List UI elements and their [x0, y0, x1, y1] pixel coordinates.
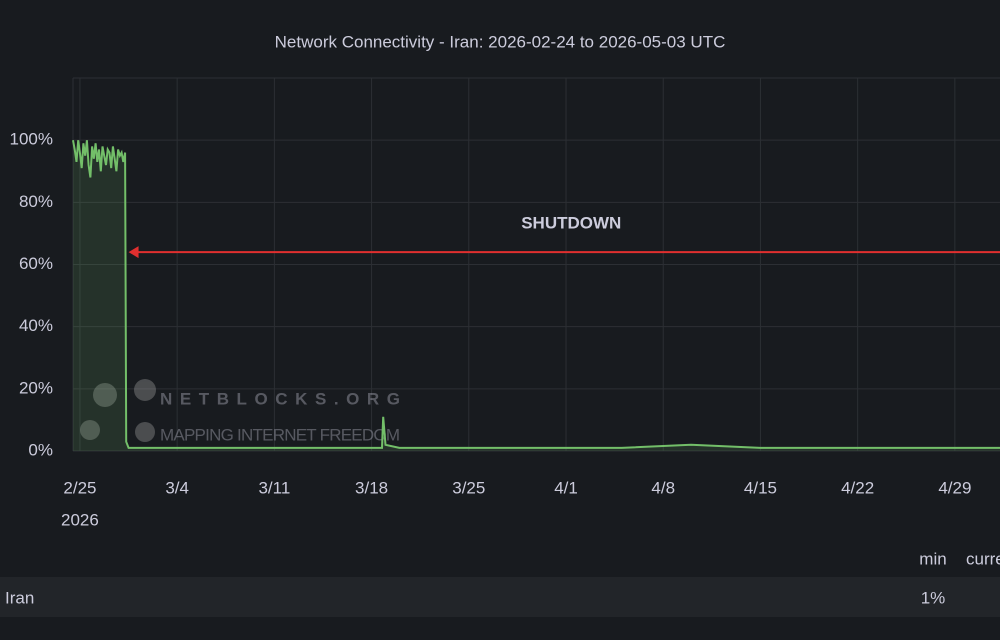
- legend-header: min: [919, 549, 946, 568]
- legend-row: [0, 577, 1000, 617]
- watermark-logo: [93, 383, 117, 407]
- x-tick-label: 3/4: [165, 478, 189, 497]
- legend-name: Iran: [5, 588, 34, 607]
- y-tick-label: 60%: [19, 254, 53, 273]
- legend-header: current: [966, 549, 1000, 568]
- watermark-logo: [135, 422, 155, 442]
- x-tick-label: 3/11: [258, 478, 290, 497]
- x-tick-label: 4/29: [938, 478, 971, 497]
- watermark-subtitle: MAPPING INTERNET FREEDOM: [160, 425, 400, 444]
- y-tick-label: 100%: [10, 130, 53, 149]
- legend-min: 1%: [921, 588, 946, 607]
- watermark-logo: [134, 379, 156, 401]
- x-tick-label: 3/25: [452, 478, 485, 497]
- x-tick-label: 4/22: [841, 478, 874, 497]
- x-year-label: 2026: [61, 510, 99, 529]
- annotation-arrowhead: [128, 246, 139, 259]
- y-tick-label: 80%: [19, 192, 53, 211]
- x-tick-label: 4/8: [651, 478, 675, 497]
- y-tick-label: 40%: [19, 316, 53, 335]
- x-tick-label: 2/25: [63, 478, 96, 497]
- x-tick-label: 3/18: [355, 478, 388, 497]
- y-tick-label: 20%: [19, 378, 53, 397]
- watermark-logo: [80, 420, 100, 440]
- chart-title: Network Connectivity - Iran: 2026-02-24 …: [275, 32, 726, 51]
- annotation-label: SHUTDOWN: [521, 213, 621, 232]
- x-tick-label: 4/15: [744, 478, 777, 497]
- watermark: [80, 379, 156, 442]
- series-line: [72, 140, 1000, 449]
- y-tick-label: 0%: [28, 440, 53, 459]
- x-tick-label: 4/1: [554, 478, 578, 497]
